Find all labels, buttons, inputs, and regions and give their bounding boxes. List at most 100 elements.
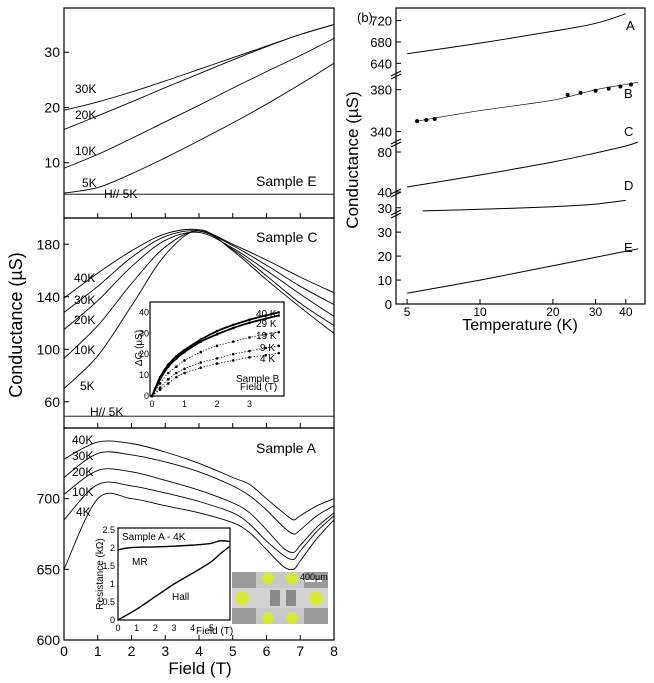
series-label-e-20k: 20K: [75, 108, 96, 122]
series-a-30k: [63, 451, 335, 535]
series-label-c-20k: 20K: [74, 313, 95, 327]
inset-b-point: [199, 340, 203, 343]
inset-b-point: [215, 362, 219, 365]
panel-b-point: [628, 82, 633, 87]
inset-b-xtick-label: 3: [247, 399, 252, 409]
left-xlabel: Field (T): [168, 659, 231, 678]
inset-a-ytick-label: 0: [110, 615, 115, 625]
inset-b-xtick-label: 1: [182, 399, 187, 409]
inset-b-legend-4k: 4 K: [260, 354, 275, 365]
panel-b-xtick-label: 40: [619, 305, 633, 319]
xtick-label-a: 0: [60, 643, 68, 659]
inset-a-xtick-label: 4: [190, 623, 195, 633]
inset-b-point: [158, 386, 162, 389]
inset-a-xtick-label: 3: [171, 623, 176, 633]
xtick-label-a: 7: [296, 643, 304, 659]
ytick-label-e: 20: [44, 99, 60, 115]
panel-b-point: [432, 116, 437, 121]
inset-b-point: [215, 333, 219, 336]
inset-a-xlabel: Field (T): [196, 626, 233, 637]
inset-b-point: [248, 356, 251, 359]
device-photo: [232, 572, 328, 624]
inset-b-point: [158, 377, 162, 381]
series-e-10k: [63, 38, 335, 169]
ytick-label-c: 60: [44, 394, 60, 410]
ytick-label-c: 100: [37, 341, 61, 357]
inset-a-xtick-label: 0: [115, 623, 120, 633]
inset-b-point: [248, 321, 251, 325]
inset-b-point: [277, 344, 281, 348]
ytick-label-a: 650: [37, 561, 61, 577]
series-a-4k: [63, 492, 335, 571]
inset-b-point: [199, 366, 203, 370]
ytick-label-a: 700: [37, 491, 61, 507]
series-label-e-5k: 5K: [82, 176, 97, 190]
ytick-label-e: 10: [44, 155, 60, 171]
inset-a-series-mr: [117, 540, 231, 551]
segment-label-d: D: [624, 178, 633, 193]
series-a-20k: [63, 468, 335, 553]
panel-b-ytick-label: 0: [385, 297, 392, 312]
panel-b-xtick-label: 20: [546, 305, 560, 319]
series-e-30k: [63, 24, 335, 111]
inset-b-frame: [149, 301, 285, 397]
xtick-label-a: 4: [195, 643, 203, 659]
inset-b-point: [166, 377, 170, 381]
panel-b-point: [618, 84, 623, 89]
series-c-20k: [63, 231, 335, 330]
inset-b-point: [175, 371, 178, 375]
panel-b-point: [424, 118, 429, 123]
inset-b-annotation: Sample B: [236, 374, 280, 385]
inset-b-xlabel: Field (T): [240, 382, 277, 393]
axis-break: [390, 70, 402, 80]
inset-b-point: [175, 357, 178, 360]
series-label-c-5k: 5K: [80, 379, 95, 393]
panel-b-ytick-label: 340: [370, 125, 392, 140]
inset-a-xtick-label: 1: [134, 623, 139, 633]
ytick-label-a: 600: [37, 632, 61, 648]
inset-b-point: [183, 367, 186, 371]
inset-b-point: [248, 336, 251, 339]
axis-break: [390, 138, 402, 148]
panel-b-xtick-label: 10: [473, 305, 487, 319]
inset-a-ytick-label: 0.5: [102, 597, 115, 607]
inset-a-xtick-label: 5: [209, 623, 214, 633]
inset-b-point: [175, 375, 178, 379]
series-label-a-40k: 40K: [72, 433, 93, 447]
scale-bar-label: 400µm: [300, 572, 328, 582]
inset-b-point: [215, 329, 219, 333]
panel-b-series-d: [422, 199, 626, 212]
inset-b-point: [183, 371, 186, 375]
inset-b-point: [183, 359, 186, 362]
axis-break: [390, 209, 402, 219]
inset-b-point: [248, 349, 251, 353]
inset-b-ytick-label: 20: [139, 349, 149, 359]
inset-b-point: [277, 311, 281, 314]
series-a-10k: [63, 481, 335, 560]
inset-b-point: [248, 318, 251, 321]
inset-b-point: [183, 350, 186, 354]
inset-a-xtick-label: 2: [153, 623, 158, 633]
left-curves: [63, 24, 335, 571]
annotation-sample-e: Sample E: [256, 173, 317, 189]
inset-a-series-hall: [117, 545, 231, 621]
panel-b-ytick-label: 80: [378, 145, 392, 160]
segment-label-b: B: [624, 86, 633, 101]
series-c-10k: [63, 230, 335, 359]
series-label-c-40k: 40K: [74, 271, 95, 285]
inset-b-legend-40k: 40 K: [256, 309, 277, 320]
series-label-a-10k: 10K: [72, 485, 93, 499]
inset-b-point: [158, 388, 162, 392]
panel-b-ytick-label: 10: [378, 273, 392, 288]
inset-b-point: [231, 352, 235, 356]
inset-b-ytick-label: 40: [139, 307, 149, 317]
ytick-label-c: 180: [37, 236, 61, 252]
panel-b-ytick-label: 20: [378, 249, 392, 264]
xtick-label-a: 6: [263, 643, 271, 659]
segment-label-a: A: [626, 18, 635, 33]
annotation-sample-a: Sample A: [256, 440, 317, 456]
inset-b-point: [215, 357, 219, 360]
inset-b-legend-19k: 19 K: [256, 331, 277, 342]
